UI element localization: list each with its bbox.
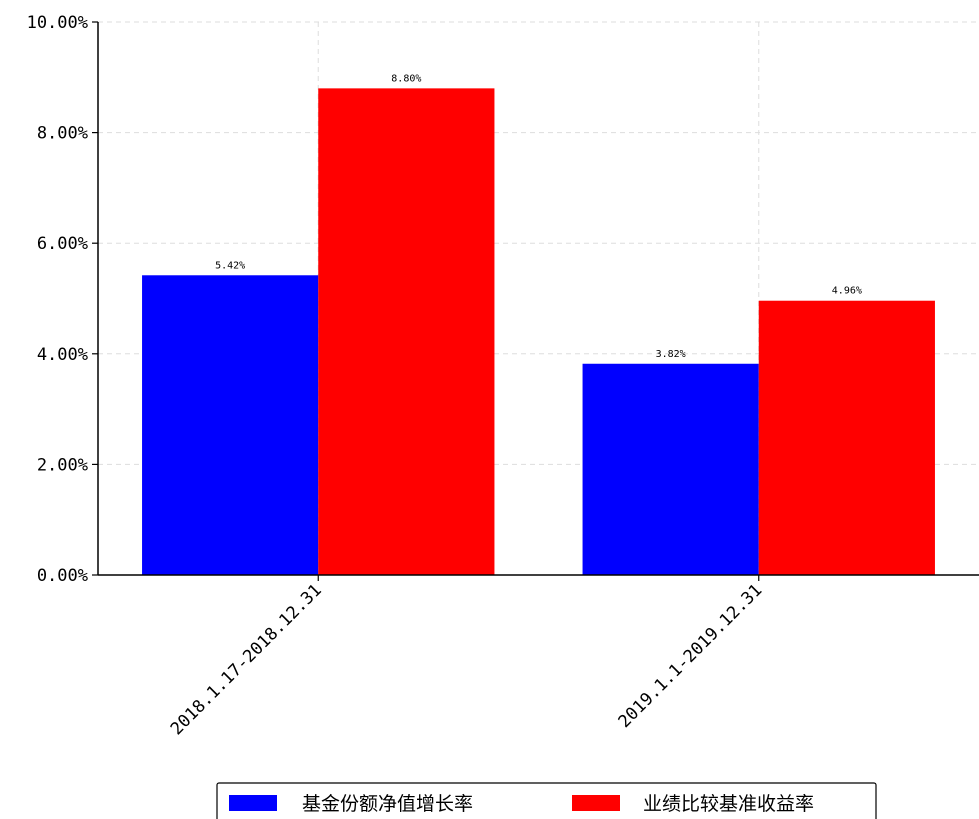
x-tick-label: 2019.1.1-2019.12.31 [615, 580, 767, 732]
data-labels: 5.42% 3.82% 8.80% 4.96% [215, 73, 862, 359]
legend-swatch [229, 795, 277, 811]
bar-2-2 [758, 300, 935, 575]
legend-label: 业绩比较基准收益率 [643, 793, 814, 815]
y-tick-label: 2.00% [37, 455, 88, 475]
data-label: 4.96% [832, 286, 862, 297]
legend-swatch [572, 795, 620, 811]
legend-label: 基金份额净值增长率 [302, 793, 473, 815]
y-tick-label: 6.00% [37, 234, 88, 254]
y-tick-label: 8.00% [37, 124, 88, 144]
bar-2-1 [318, 88, 495, 576]
bar-1-1 [142, 275, 319, 575]
x-tick-label: 2018.1.17-2018.12.31 [167, 580, 326, 739]
data-label: 3.82% [656, 349, 686, 360]
bar-1-2 [582, 363, 759, 575]
y-tick-label: 10.00% [27, 13, 88, 33]
data-label: 5.42% [215, 260, 245, 271]
y-tick-label: 0.00% [37, 566, 88, 586]
legend: 基金份额净值增长率 业绩比较基准收益率 [216, 782, 877, 819]
y-tick-label: 4.00% [37, 345, 88, 365]
data-label: 8.80% [391, 73, 421, 84]
legend-box [216, 782, 877, 819]
bars [142, 88, 935, 576]
